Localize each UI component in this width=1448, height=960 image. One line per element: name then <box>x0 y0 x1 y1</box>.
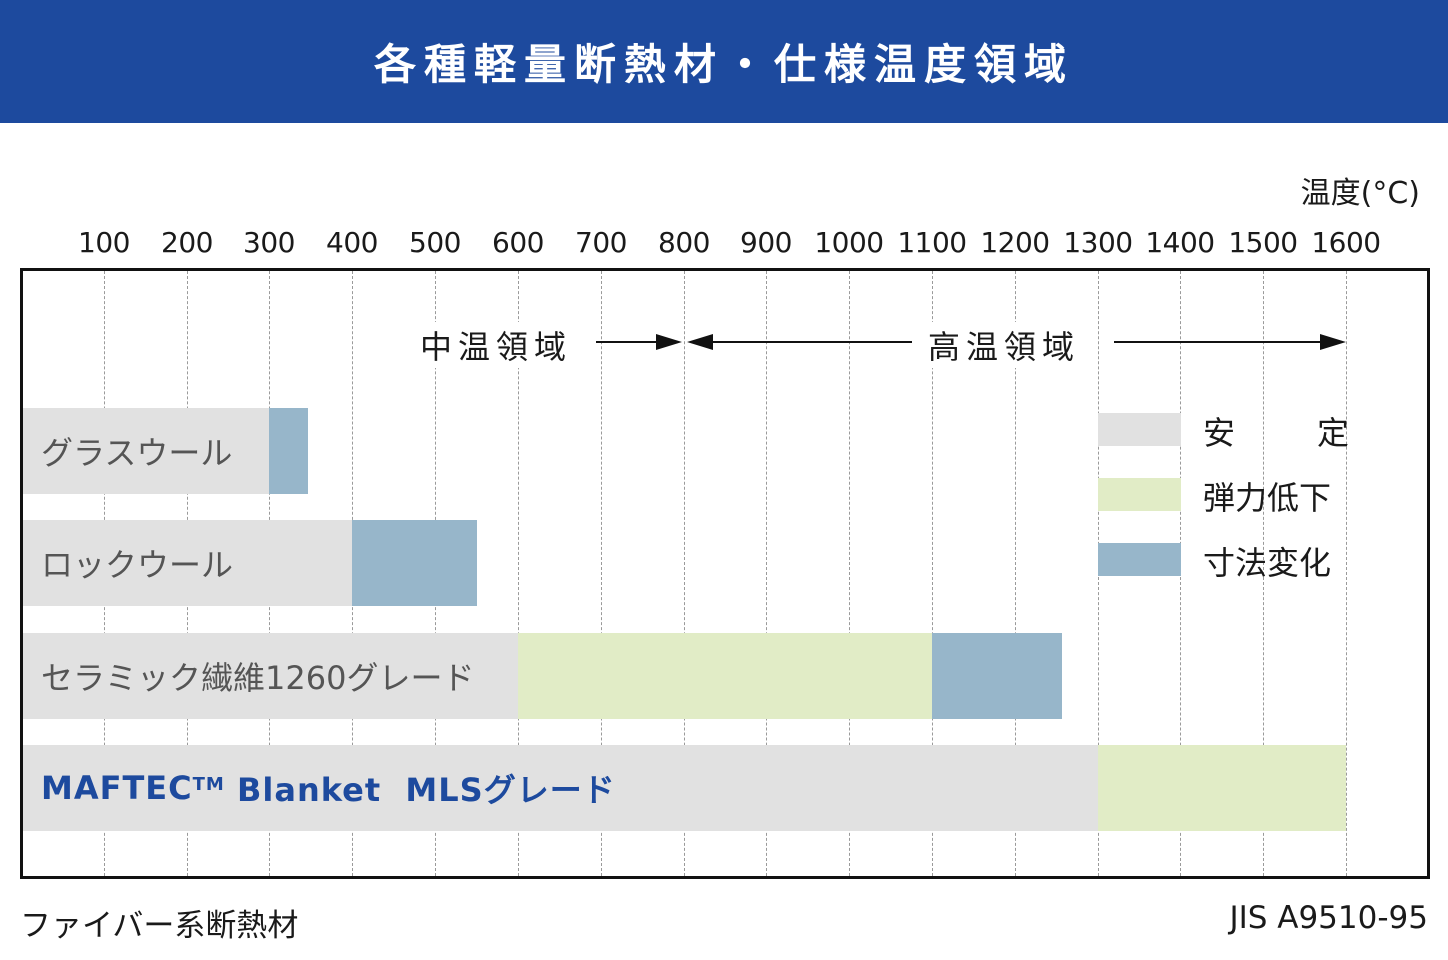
medium-region-arrow-line <box>596 341 658 343</box>
legend-swatch-elastic <box>1098 478 1181 511</box>
tick-label: 700 <box>575 226 627 259</box>
axis-unit-label: 温度(°C) <box>1300 176 1420 211</box>
bar-segment-dimension-change <box>352 520 477 606</box>
legend-label-stable: 安 定 <box>1203 408 1349 454</box>
gridline <box>518 271 519 876</box>
arrow-right-icon <box>656 334 682 350</box>
tick-label: 900 <box>740 226 792 259</box>
tick-label: 300 <box>243 226 295 259</box>
bar-label: グラスウール <box>41 434 233 472</box>
bar-segment-elasticity-loss <box>518 633 932 719</box>
bar-segment-stable <box>23 520 352 606</box>
arrow-right-icon <box>1320 334 1346 350</box>
legend-swatch-stable <box>1098 413 1181 446</box>
chart-title: 各種軽量断熱材・仕様温度領域 <box>373 40 1074 89</box>
bar-label-highlight: MAFTEC TM Blanket MLSグレード <box>41 745 616 831</box>
high-temp-region-label: 高温領域 <box>922 322 1087 368</box>
trademark-symbol: TM <box>192 773 225 795</box>
tick-label: 800 <box>658 226 710 259</box>
bar-segment-dimension-change <box>932 633 1062 719</box>
legend-label-part: 定 <box>1316 414 1349 452</box>
medium-temp-region-label: 中温領域 <box>414 322 579 368</box>
legend-swatch-dimension <box>1098 543 1181 576</box>
gridline <box>1015 271 1016 876</box>
legend-label-dimension: 寸法変化 <box>1203 544 1332 582</box>
gridline <box>1346 271 1347 876</box>
tick-label: 1200 <box>980 226 1050 259</box>
tick-label: 500 <box>409 226 461 259</box>
bar-segment-stable <box>23 633 518 719</box>
footer-category-note: ファイバー系断熱材 <box>20 908 299 944</box>
tick-label: 100 <box>78 226 130 259</box>
header-banner: 各種軽量断熱材・仕様温度領域 <box>0 0 1448 123</box>
high-region-arrow-line-left <box>712 341 912 343</box>
tick-label: 600 <box>492 226 544 259</box>
gridline <box>1263 271 1264 876</box>
bar-segment-elasticity-loss <box>1098 745 1346 831</box>
product-name: MAFTEC <box>41 769 193 807</box>
legend-label-elastic: 弾力低下 <box>1203 479 1332 517</box>
product-grade: Blanket MLSグレード <box>224 771 616 809</box>
tick-label: 1300 <box>1063 226 1133 259</box>
gridline <box>849 271 850 876</box>
tick-label: 200 <box>161 226 213 259</box>
arrow-left-icon <box>687 334 713 350</box>
tick-label: 400 <box>326 226 378 259</box>
plot-area <box>20 268 1430 879</box>
high-region-arrow-line-right <box>1114 341 1322 343</box>
legend-label-part: 安 <box>1203 414 1236 452</box>
gridline <box>766 271 767 876</box>
tick-label: 1500 <box>1228 226 1298 259</box>
tick-label: 1400 <box>1145 226 1215 259</box>
bar-segment-stable <box>23 408 269 494</box>
gridline <box>684 271 685 876</box>
bar-segment-stable <box>23 745 1098 831</box>
bar-segment-dimension-change <box>269 408 308 494</box>
tick-label: 1000 <box>814 226 884 259</box>
bar-label: ロックウール <box>41 546 234 584</box>
tick-label: 1100 <box>897 226 967 259</box>
bar-label: セラミック繊維1260グレード <box>41 659 475 697</box>
footer-standard-note: JIS A9510-95 <box>1229 900 1428 936</box>
tick-label: 1600 <box>1311 226 1381 259</box>
gridline <box>601 271 602 876</box>
gridline <box>932 271 933 876</box>
